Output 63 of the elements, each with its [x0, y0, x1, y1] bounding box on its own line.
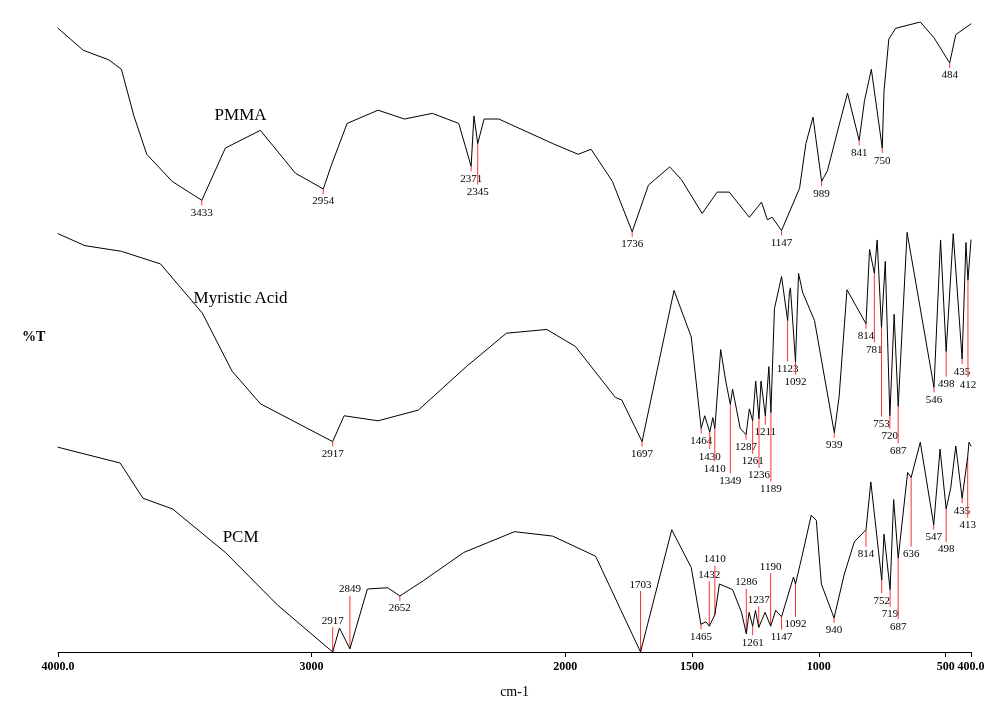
annotation: 1261 — [741, 635, 764, 648]
annotation: 1092 — [784, 375, 807, 388]
annotation: 687 — [889, 443, 907, 456]
annotation: 2849 — [338, 582, 362, 595]
annotation: 1697 — [631, 447, 654, 460]
annotation: 1236 — [747, 468, 771, 481]
annotation: 1736 — [621, 237, 644, 250]
annotation: 1147 — [770, 236, 793, 249]
annotation: 636 — [902, 546, 920, 559]
annotation: 413 — [959, 518, 977, 531]
annotation: 752 — [873, 593, 890, 606]
annotation: 2954 — [312, 194, 335, 207]
annotation: 2652 — [388, 601, 411, 614]
x-tick-label: 2000 — [553, 659, 578, 673]
annotation: 1349 — [719, 473, 742, 486]
annotation: 1465 — [689, 629, 713, 642]
annotation: 687 — [889, 619, 907, 632]
series-label: PMMA — [214, 104, 268, 124]
annotation: 841 — [850, 145, 868, 158]
x-tick-label: 1500 — [680, 659, 705, 673]
x-axis-title: cm-1 — [500, 683, 529, 699]
annotation: 547 — [925, 530, 943, 543]
annotation: 753 — [873, 417, 891, 430]
annotation: 1410 — [703, 552, 727, 565]
annotation: 750 — [873, 153, 891, 166]
annotation: 1432 — [698, 567, 721, 580]
annotation: 2345 — [466, 185, 490, 198]
annotation: 1703 — [629, 577, 653, 590]
annotation: 940 — [825, 623, 843, 636]
annotation: 1189 — [760, 482, 783, 495]
annotation: 1211 — [754, 425, 777, 438]
annotation: 720 — [881, 429, 899, 442]
annotation: 1147 — [770, 630, 793, 643]
annotation: 3433 — [190, 205, 214, 218]
annotation: 719 — [881, 607, 899, 620]
x-tick-label: 4000.0 — [41, 659, 75, 673]
series-label: Myristic Acid — [193, 287, 289, 307]
annotation: 989 — [813, 186, 831, 199]
annotation: 1190 — [759, 559, 782, 572]
annotation: 498 — [937, 542, 955, 555]
annotation: 814 — [857, 547, 875, 560]
x-tick-label: 500 — [936, 659, 955, 673]
annotation: 1237 — [747, 592, 771, 605]
annotation: 939 — [826, 438, 844, 451]
annotation: 2917 — [321, 613, 345, 626]
annotation: 814 — [857, 329, 875, 342]
annotation: 1430 — [698, 449, 722, 462]
annotation: 781 — [866, 342, 883, 355]
annotation: 1286 — [735, 575, 758, 588]
annotation: 435 — [953, 364, 971, 377]
annotation: 1261 — [741, 454, 764, 467]
series-label: PCM — [222, 526, 259, 546]
annotation: 1410 — [703, 461, 727, 474]
annotation: 412 — [959, 377, 977, 390]
x-tick-label: 400.0 — [957, 659, 985, 673]
annotation: 2917 — [321, 447, 345, 460]
x-tick-label: 1000 — [806, 659, 831, 673]
annotation: 546 — [925, 392, 943, 405]
annotation: 498 — [937, 376, 955, 389]
y-axis-title: %T — [22, 328, 46, 344]
annotation: 1092 — [784, 617, 807, 630]
annotation: 484 — [941, 68, 959, 81]
x-tick-label: 3000 — [299, 659, 324, 673]
